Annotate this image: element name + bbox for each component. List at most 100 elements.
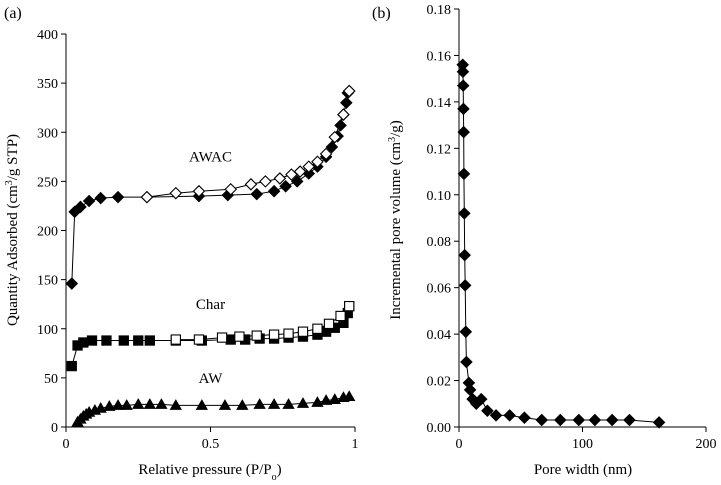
panel-a-series-awac-adsorption-point [94,191,107,205]
panel-a-series-labels: AWAC Char AW [189,150,232,387]
panel-b-series-0-line [462,64,660,423]
panel-a: (a) 0 50 100 150 200 250 300 350 400 0 0.5 1 AWAC Ch… [4,5,359,483]
panel-a-y-tick-label: 200 [37,225,58,240]
panel-b-series-0-point [518,411,531,424]
panel-a-series-awac-desorption-point [285,168,298,181]
panel-a-series-awac-adsorption-point [267,184,281,198]
panel-a-series-aw-adsorption-point [94,402,107,413]
panel-a-series-awac-desorption-point [169,186,183,200]
panel-b-series-0-point [489,409,503,422]
panel-a-series-char-adsorption-point [144,335,155,346]
panel-b-series-0-point [553,413,567,427]
panel-a-y-tick-label: 100 [37,323,58,338]
panel-a-series-aw-adsorption-point [169,399,182,410]
panel-a-series-aw-adsorption-point [311,396,324,407]
panel-b-series-0-point [503,409,516,422]
panel-a-series-awac-adsorption-point [111,190,125,204]
panel-a-x-axis-label: Relative pressure (P/Po) [138,462,281,483]
panel-a-series-aw-adsorption-point [155,398,168,409]
panel-a-series-aw-adsorption-point [132,398,145,409]
panel-b-series-0-point [458,279,472,292]
panel-a-series-char-desorption-point [268,329,280,340]
panel-b-y-tick-label: 0.14 [427,96,452,111]
panel-a-series-aw-adsorption-point [253,398,266,409]
panel-a-series-awac-desorption-point [311,155,324,169]
panel-a-series-awac-desorption-point [140,190,154,204]
panel-a-series-char-adsorption-point [66,360,77,372]
panel-a-series-awac-desorption-point [273,172,287,185]
panel-b-series-0-point [652,416,666,429]
panel-b-x-axis-label: Pore width (nm) [534,462,632,478]
panel-b-series-0-point [474,392,488,406]
panel-a-series-aw-adsorption-point [319,394,333,405]
panel-b-series-0-point [457,102,470,116]
panel-a-series-aw-adsorption-point [195,399,208,410]
panel-a-x-tick-label: 0.5 [202,437,220,452]
panel-a-series-awac-adsorption-point [65,277,79,290]
panel-a-series-char-desorption-point [312,323,323,334]
panel-a-series-char-adsorption-point [78,337,89,348]
panel-a-series-awac-adsorption-point [82,194,96,208]
panel-a-series-char-adsorption-point [225,334,236,345]
panel-a-series-awac-adsorption-line [71,90,350,284]
panel-b-series-0-point [605,413,619,427]
panel-a-series-char-desorption-point [323,318,335,329]
panel-b-x-tick-label: 200 [696,437,717,452]
panel-b-x-tick-label: 0 [456,437,463,452]
panel-a-series-char-desorption-point [251,330,262,341]
panel-b-x-tick-label: 100 [572,437,593,452]
panel-a-x-tick-label: 1 [352,437,359,452]
panel-a-series-aw-adsorption-point [282,398,295,409]
panel-b-y-axis-label: Incremental pore volume (cm3/g) [387,120,405,320]
panel-a-series-awac-desorption-point [302,160,316,173]
panel-b-series-0-point [457,167,471,181]
panel-a-series-awac-desorption-point [342,84,356,98]
panel-a-y-tick-label: 300 [37,126,58,141]
panel-a-series-aw-adsorption-point [328,393,341,404]
panel-a-series-label-aw: AW [199,371,224,387]
panel-b-y-tick-label: 0.00 [427,421,452,436]
panel-b-series-0-point [588,413,602,427]
panel-b-y-tick-label: 0.04 [427,328,452,343]
panel-a-series-awac-desorption-point [259,175,272,188]
panel-a-series-char-desorption-point [335,310,346,322]
panel-a-series-aw-adsorption-point [267,398,281,409]
panel-a-series-awac-adsorption-point [250,187,264,201]
panel-a-series-aw-adsorption-point [296,397,310,408]
panel-a-series-char-adsorption-point [86,335,98,346]
panel-b-series-0-point [623,413,636,427]
panel-b-series-0-point [572,413,586,427]
panel-a-series-char-desorption-point [216,332,228,343]
panel-a-marks [65,84,356,427]
panel-a-series-char-desorption-point [170,334,181,345]
panel-a-y-tick-label: 50 [44,372,58,387]
panel-b-series-0-point [481,404,494,418]
panel-a-series-char-desorption-point [234,331,245,342]
panel-a-series-awac-desorption-point [328,130,342,144]
panel-a-label: (a) [4,5,22,22]
panel-a-series-label-awac: AWAC [189,150,232,166]
panel-a-series-awac-desorption-point [319,147,333,161]
panel-a-series-aw-adsorption-point [111,399,125,410]
panel-a-y-tick-label: 400 [37,28,58,43]
panel-a-series-char-desorption-point [193,334,205,345]
panel-b-y-tick-label: 0.06 [427,282,452,297]
panel-a-series-awac-adsorption-point [279,180,292,193]
panel-b-series-0-point [459,325,473,339]
panel-a-series-awac-desorption-point [192,184,206,198]
panel-a-y-tick-label: 250 [37,175,58,190]
panel-a-series-aw-adsorption-point [218,399,232,410]
panel-a-series-aw-adsorption-point [236,399,249,410]
panel-a-series-char-adsorption-point [133,335,144,346]
panel-a-series-char-adsorption-point [118,335,129,346]
panel-a-series-awac-adsorption-point [325,140,339,154]
panel-b-series-0-point [535,413,549,427]
panel-a-series-char-desorption-point [344,301,355,312]
panel-a-x-tick-label: 0 [63,437,70,452]
panel-b-y-tick-label: 0.12 [427,142,452,157]
panel-b-series-0-point [458,207,471,220]
panel-a-series-label-char: Char [196,297,225,313]
panel-a-series-aw-adsorption-point [120,399,133,410]
panel-b-axes: 0.00 0.02 0.04 0.06 0.08 0.10 0.12 0.14 0.16 0.18… [427,3,717,452]
